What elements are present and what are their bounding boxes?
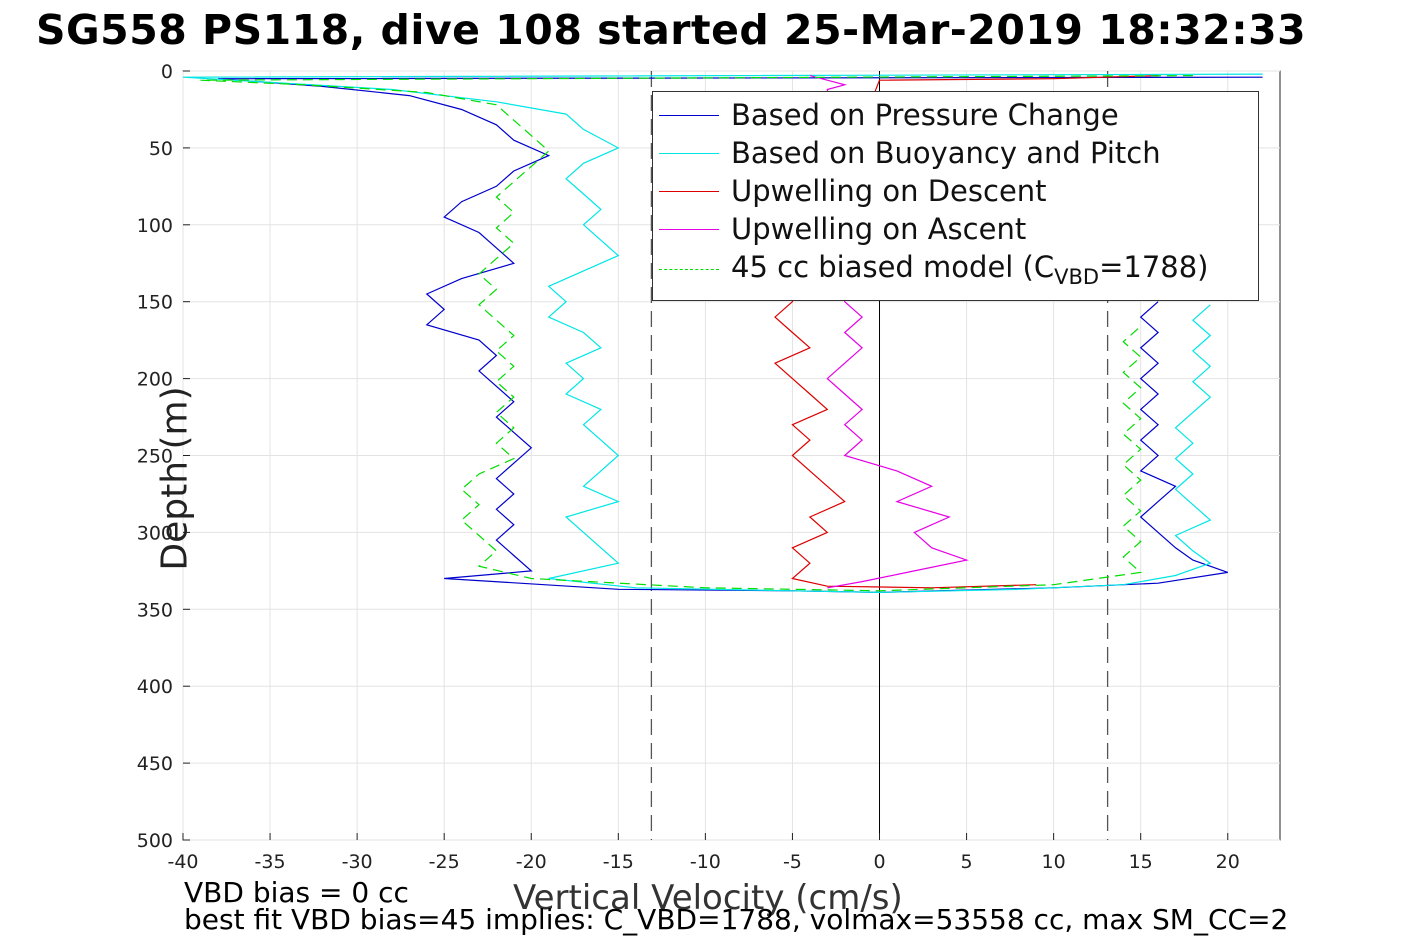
series-line-1 <box>182 73 1263 594</box>
y-tick-label: 500 <box>137 830 173 852</box>
y-tick-label: 300 <box>137 522 173 544</box>
x-tick-label: 0 <box>873 851 885 873</box>
x-tick-label: -40 <box>167 851 198 873</box>
legend-item-buoyancy: Based on Buoyancy and Pitch <box>659 134 1161 172</box>
y-axis-label: Depth (m) <box>154 386 196 571</box>
legend-label-biased-model-post: =1788) <box>1099 249 1209 284</box>
x-tick-label: -20 <box>516 851 547 873</box>
x-tick-label: 5 <box>961 851 973 873</box>
x-tick-label: 20 <box>1216 851 1240 873</box>
legend-label-biased-model-pre: 45 cc biased model (C <box>731 249 1055 284</box>
legend-label-buoyancy: Based on Buoyancy and Pitch <box>731 136 1161 170</box>
y-tick-label: 150 <box>137 292 173 314</box>
legend-label-upwelling-descent: Upwelling on Descent <box>731 174 1047 208</box>
y-tick-label: 250 <box>137 446 173 468</box>
legend-swatch-upwelling-ascent <box>659 228 719 230</box>
tick-layer: -40 -35 -30 -25 -20 -15 -10 -5 0 5 10 15 20050100150… <box>137 61 1240 873</box>
series-line-4 <box>200 75 1193 592</box>
legend: Based on Pressure Change Based on Buoyan… <box>652 91 1259 301</box>
legend-item-biased-model: 45 cc biased model (CVBD=1788) <box>659 250 1209 288</box>
x-tick-label: -15 <box>603 851 634 873</box>
series-line-0 <box>217 76 1263 594</box>
x-tick-label: -10 <box>690 851 721 873</box>
y-tick-label: 0 <box>161 61 173 83</box>
chart-title: SG558 PS118, dive 108 started 25-Mar-201… <box>36 6 1307 54</box>
x-tick-label: -30 <box>342 851 373 873</box>
footer-vbd-bias: VBD bias = 0 cc <box>184 876 409 909</box>
legend-label-biased-model: 45 cc biased model (CVBD=1788) <box>731 250 1209 289</box>
series-line-2 <box>773 75 1159 589</box>
legend-swatch-upwelling-descent <box>659 190 719 192</box>
y-tick-label: 350 <box>137 599 173 621</box>
y-tick-label: 100 <box>137 215 173 237</box>
legend-label-pressure: Based on Pressure Change <box>731 98 1119 132</box>
y-tick-label: 200 <box>137 369 173 391</box>
legend-swatch-biased-model <box>659 268 719 270</box>
x-tick-label: 15 <box>1129 851 1153 873</box>
series-layer <box>182 73 1263 594</box>
x-tick-label: -25 <box>429 851 460 873</box>
x-tick-label: -5 <box>783 851 802 873</box>
x-axis-label: Vertical Velocity (cm/s) <box>513 878 903 918</box>
y-tick-label: 50 <box>149 138 173 160</box>
legend-item-upwelling-descent: Upwelling on Descent <box>659 172 1047 210</box>
legend-label-biased-model-sub: VBD <box>1054 264 1100 289</box>
legend-swatch-pressure <box>659 114 719 116</box>
y-tick-label: 450 <box>137 753 173 775</box>
footer-best-fit: best fit VBD bias=45 implies: C_VBD=1788… <box>184 903 1289 936</box>
x-tick-label: 10 <box>1042 851 1066 873</box>
y-tick-label: 400 <box>137 676 173 698</box>
series-line-3 <box>809 75 969 589</box>
legend-item-pressure: Based on Pressure Change <box>659 96 1119 134</box>
legend-item-upwelling-ascent: Upwelling on Ascent <box>659 210 1026 248</box>
legend-swatch-buoyancy <box>659 152 719 154</box>
x-tick-label: -35 <box>255 851 286 873</box>
legend-label-upwelling-ascent: Upwelling on Ascent <box>731 212 1027 246</box>
